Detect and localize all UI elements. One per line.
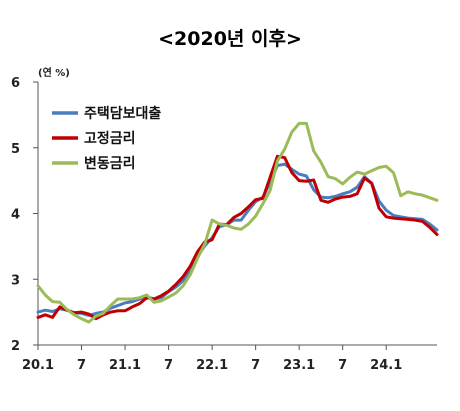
y-tick-label: 4 [11, 208, 20, 223]
chart-title: <2020년 이후> [158, 28, 302, 50]
legend-label: 변동금리 [84, 156, 136, 172]
x-tick-label: 23.1 [283, 358, 315, 373]
y-tick-label: 6 [11, 76, 20, 91]
x-tick-label: 24.1 [370, 358, 402, 373]
legend-label: 고정금리 [84, 130, 136, 147]
y-tick-label: 3 [11, 273, 20, 288]
legend-label: 주택담보대출 [84, 105, 161, 122]
x-tick-label: 22.1 [196, 358, 228, 373]
y-tick-label: 2 [11, 339, 20, 354]
x-tick-label: 20.1 [22, 358, 54, 373]
x-tick-label: 7 [338, 358, 347, 373]
x-tick-label: 7 [164, 358, 173, 373]
x-tick-label: 21.1 [109, 358, 141, 373]
series-line [36, 154, 439, 321]
x-tick-label: 7 [251, 358, 260, 373]
y-tick-label: 5 [11, 142, 20, 157]
axes: 2 3 4 5 6 20.1 7 21.1 7 22.1 7 23.1 7 24.1 [11, 76, 437, 373]
series-layer [36, 121, 439, 324]
series-line [36, 162, 439, 317]
x-tick-label: 7 [77, 358, 86, 373]
y-axis-unit-label: (연 %) [38, 66, 70, 79]
series-line [36, 121, 439, 324]
